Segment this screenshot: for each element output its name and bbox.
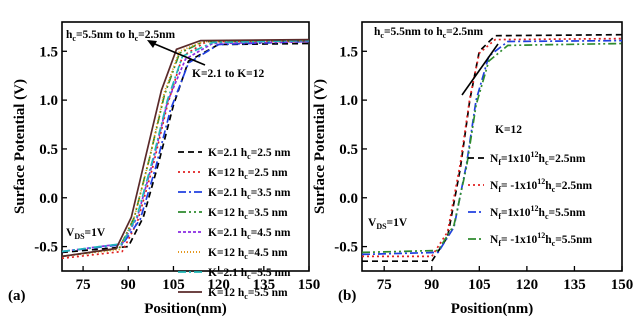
annotation-vds: VDS=1V — [66, 227, 106, 241]
x-tick-label: 90 — [121, 277, 136, 293]
x-tick-label: 90 — [424, 277, 439, 293]
x-tick-label: 135 — [253, 277, 276, 293]
y-tick-label: 1.0 — [339, 93, 358, 109]
panel-label: (b) — [338, 288, 356, 304]
x-tick-label: 150 — [298, 277, 321, 293]
legend-label-7: K=2.1 hc=5.5 nm — [208, 267, 291, 281]
legend-label-2: K=12 hc=2.5 nm — [208, 167, 288, 181]
y-tick-label: 0.5 — [339, 142, 358, 158]
series-line-2 — [62, 40, 309, 260]
x-tick-label: 120 — [207, 277, 230, 293]
panel-a: 75 90 105 120 135 150 -0.5 0.0 0.5 1.0 1.5 Position… — [8, 21, 321, 317]
legend-label-5: K=2.1 hc=4.5 nm — [208, 227, 291, 241]
x-tick-label: 105 — [162, 277, 185, 293]
x-tick-label: 135 — [563, 277, 586, 293]
x-tick-label: 75 — [76, 277, 91, 293]
series-line-7 — [62, 39, 309, 253]
legend-label-3: K=2.1 hc=3.5 nm — [208, 187, 291, 201]
series-line-8 — [62, 38, 309, 258]
legend-label-6: K=12 hc=4.5 nm — [208, 247, 288, 261]
legend-label-2: Nf= -1x1012hc=2.5nm — [490, 177, 593, 194]
annotation-arrow — [461, 43, 499, 96]
y-tick-label: 0.5 — [39, 142, 58, 158]
plot-frame — [361, 21, 623, 272]
y-tick-label: 1.5 — [39, 44, 58, 60]
legend-label-8: K=12 hc=5.5 nm — [208, 287, 288, 301]
series-line-1 — [62, 42, 309, 254]
x-tick-label: 120 — [516, 277, 539, 293]
legend-label-3: Nf=1x1012hc=5.5nm — [490, 204, 586, 221]
annotation-vds: VDS=1V — [368, 217, 408, 231]
x-tick-label: 105 — [468, 277, 491, 293]
plot-frame — [61, 21, 310, 272]
legend-label-1: K=2.1 hc=2.5 nm — [208, 147, 291, 161]
y-tick-label: 0.0 — [339, 191, 358, 207]
panel-label: (a) — [8, 288, 26, 304]
annotation-arrow — [149, 41, 206, 66]
series-line-4 — [362, 42, 622, 254]
y-axis-label: Surface Potential (V) — [12, 79, 28, 214]
x-axis-label: Position(nm) — [144, 301, 227, 317]
series-line-3 — [362, 39, 622, 256]
legend-label-4: Nf= -1x1012hc=5.5nm — [490, 231, 593, 248]
annotation-hc-range: hc=5.5nm to hc=2.5nm — [374, 26, 483, 40]
panel-b: 75 90 105 120 135 150 -0.5 0.0 0.5 1.0 1.5 Position… — [312, 21, 633, 317]
y-tick-label: -0.5 — [334, 240, 358, 256]
legend-title: K=12 — [495, 124, 522, 136]
annotation-hc-range: hc=5.5nm to hc=2.5nm — [66, 29, 175, 43]
series-line-3 — [62, 40, 309, 253]
annotation-k-range: K=2.1 to K=12 — [192, 68, 264, 80]
legend-label-1: Nf=1x1012hc=2.5nm — [490, 150, 586, 167]
y-tick-label: 1.0 — [39, 93, 58, 109]
y-tick-label: -0.5 — [34, 240, 58, 256]
annotation-arrowhead — [147, 40, 157, 48]
legend-label-4: K=12 hc=3.5 nm — [208, 207, 288, 221]
y-tick-label: 0.0 — [39, 191, 58, 207]
series-line-2 — [362, 37, 622, 258]
x-axis-label: Position(nm) — [451, 301, 534, 317]
y-tick-label: 1.5 — [339, 44, 358, 60]
series-line-1 — [362, 33, 622, 263]
y-axis-label: Surface Potential (V) — [312, 79, 328, 214]
x-tick-label: 75 — [377, 277, 392, 293]
x-tick-label: 150 — [611, 277, 633, 293]
